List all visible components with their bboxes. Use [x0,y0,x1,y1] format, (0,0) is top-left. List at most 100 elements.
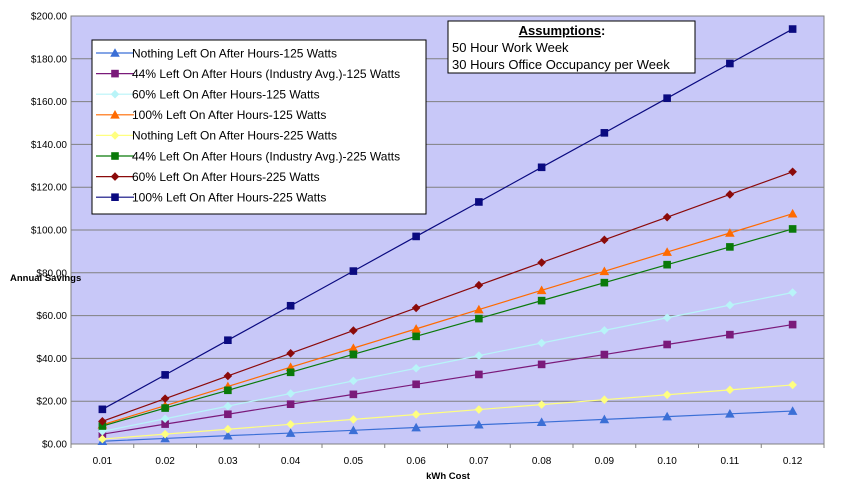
data-point [537,163,546,172]
data-point [224,410,232,419]
data-point [788,380,797,390]
legend-label: 44% Left On After Hours (Industry Avg.)-… [132,67,400,81]
data-point [411,303,421,313]
series-line [102,384,793,440]
assumptions-box: Assumptions: 50 Hour Work Week 30 Hours … [447,20,696,74]
data-point [349,376,358,386]
data-point [787,406,798,415]
x-tick-label: 0.07 [469,456,489,467]
x-tick-label: 0.05 [344,456,364,467]
y-tick-label: $180.00 [31,54,68,65]
series-line [102,171,793,422]
data-point [161,404,169,412]
legend-swatch-marker [111,69,119,78]
legend-label: Nothing Left On After Hours-125 Watts [132,46,337,60]
data-point [663,340,671,349]
series-44-left-on-after-hours-industry-avg-225-watts [98,225,797,430]
data-point [725,409,735,418]
data-point [600,235,609,245]
data-point [474,405,484,414]
data-point [98,422,107,430]
assumptions-title-line: Assumptions: [519,23,606,38]
data-point [98,417,107,426]
data-point [161,371,169,379]
data-point [600,278,609,287]
data-point [98,434,107,444]
data-point [411,422,421,432]
legend-item: 44% Left On After Hours (Industry Avg.)-… [96,67,400,81]
assumption-line-1: 50 Hour Work Week [452,40,569,55]
data-point [224,386,232,395]
data-point [224,336,232,345]
x-tick-label: 0.09 [595,456,615,467]
legend-swatch-marker [110,110,120,119]
legend-label: 60% Left On After Hours-225 Watts [132,170,320,184]
series-line [102,323,793,435]
data-point [98,405,107,414]
series-line [102,410,793,442]
data-point [600,395,609,405]
assumptions-title: Assumptions [519,23,601,38]
data-point [663,260,671,269]
legend-label: 100% Left On After Hours-225 Watts [132,191,326,205]
series-60-left-on-after-hours-225-watts [98,167,797,426]
data-point [160,394,170,403]
assumptions-title-colon: : [601,23,605,38]
data-point [726,243,734,251]
y-tick-label: $80.00 [36,268,67,279]
y-tick-label: $200.00 [31,12,68,23]
data-point [223,424,233,434]
data-point [286,368,295,377]
y-tick-label: $100.00 [31,226,68,237]
x-tick-label: 0.06 [406,456,426,467]
data-point [474,280,484,290]
data-point [349,415,358,424]
x-tick-label: 0.04 [281,456,301,467]
data-point [348,425,359,435]
data-point [726,330,734,339]
legend-swatch-marker [110,48,120,57]
series-line [102,28,793,410]
data-point [662,313,672,323]
data-point [537,360,546,369]
data-point [662,411,672,421]
x-tick-label: 0.02 [155,456,175,467]
data-point [223,371,233,381]
legend-swatch-marker [111,152,119,160]
legend-swatch-marker [111,193,119,201]
data-point [475,370,483,379]
data-point [663,94,671,102]
series-100-left-on-after-hours-225-watts [98,25,797,414]
legend-item: 100% Left On After Hours-125 Watts [96,108,326,122]
legend-item: Nothing Left On After Hours-125 Watts [96,46,337,60]
legend-item: Nothing Left On After Hours-225 Watts [96,129,337,143]
series-line [102,291,793,432]
data-point [599,266,610,276]
data-point [537,400,546,409]
data-point [788,225,797,233]
data-point [788,320,797,329]
data-point [161,420,169,428]
y-tick-label: $0.00 [42,440,67,451]
data-point [537,338,546,348]
legend: Nothing Left On After Hours-125 Watts 44%… [91,39,427,215]
data-point [725,300,735,310]
legend-label: Nothing Left On After Hours-225 Watts [132,129,337,143]
data-point [662,390,672,400]
data-point [600,326,609,335]
data-point [600,350,609,359]
data-point [788,167,797,177]
y-tick-label: $140.00 [31,140,68,151]
data-point [537,296,546,305]
data-point [662,212,672,222]
data-point [223,430,233,440]
data-point [787,208,798,218]
data-point [599,414,610,424]
x-tick-label: 0.11 [721,456,740,467]
data-point [662,247,672,256]
data-point [285,428,296,437]
y-tick-label: $40.00 [36,354,67,365]
data-point [160,429,170,439]
x-tick-label: 0.12 [783,456,803,467]
